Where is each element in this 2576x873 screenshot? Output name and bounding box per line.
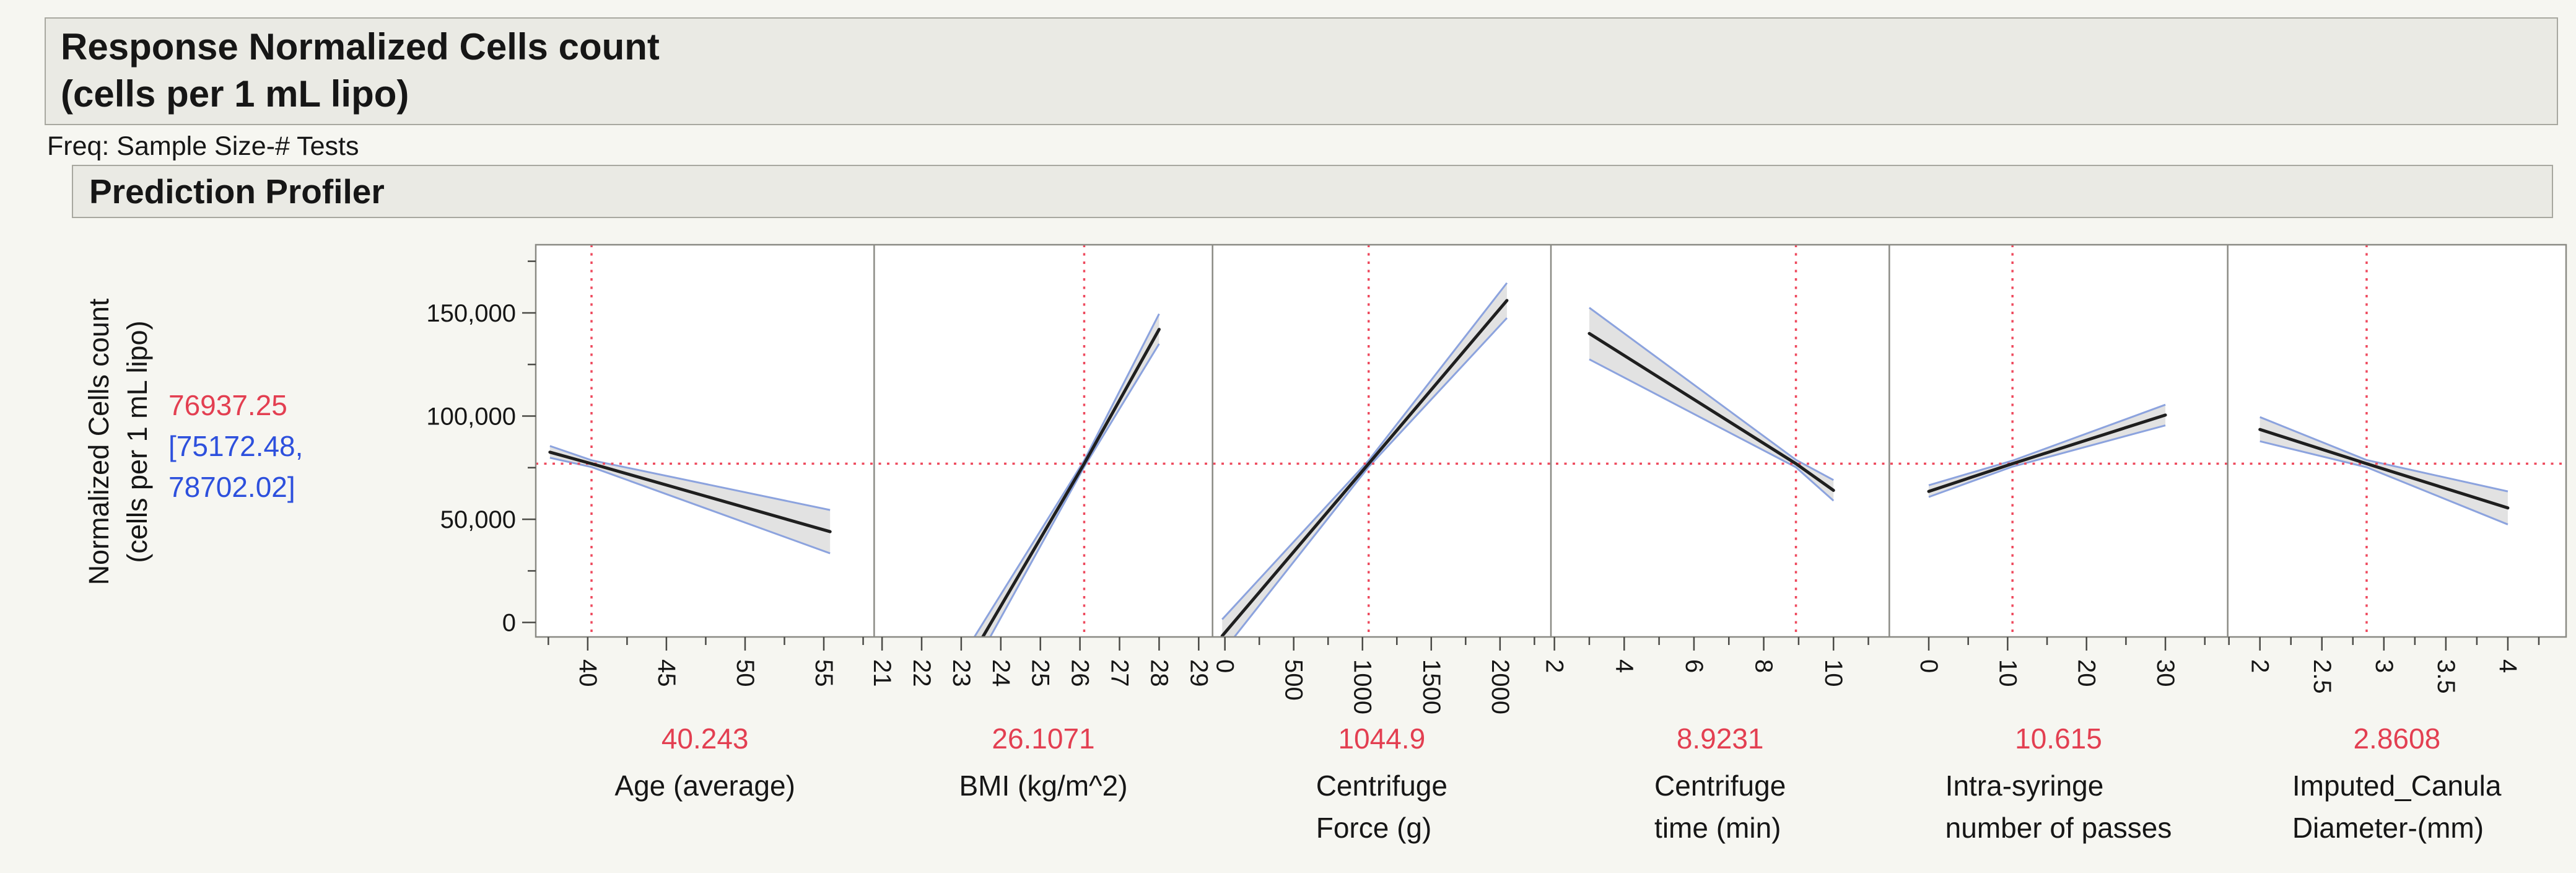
confidence-band-passes — [1928, 403, 2166, 498]
y-tick-label: 100,000 — [426, 403, 516, 431]
factor-name-time: Centrifuge time (min) — [1654, 770, 1786, 844]
confidence-band-fill — [2259, 417, 2508, 525]
x-tick-label: 1500 — [1418, 659, 1445, 714]
confidence-band-fill — [1222, 283, 1507, 637]
x-tick-label: 20 — [2073, 659, 2100, 687]
x-tick-label: 10 — [1820, 659, 1847, 687]
x-tick-label: 6 — [1680, 659, 1708, 673]
prediction-ci-low: [75172.48, — [168, 430, 303, 462]
factor-name-line: Centrifuge — [1654, 770, 1786, 802]
x-tick-label: 45 — [653, 659, 680, 687]
x-tick-label: 8 — [1750, 659, 1778, 673]
x-tick-label: 4 — [2494, 659, 2521, 673]
x-tick-label: 23 — [948, 659, 975, 687]
factor-name-line: Age (average) — [614, 770, 795, 802]
prediction-line-force[interactable] — [1220, 299, 1509, 637]
factor-value-age[interactable]: 40.243 — [661, 722, 749, 755]
factor-name-bmi: BMI (kg/m^2) — [959, 770, 1127, 802]
y-tick-label: 150,000 — [426, 300, 516, 327]
x-tick-label: 22 — [908, 659, 935, 687]
confidence-band-lower-edge — [989, 343, 1160, 637]
prediction-line-bmi[interactable] — [973, 328, 1161, 654]
x-tick-label: 10 — [1994, 659, 2021, 687]
prediction-line-age[interactable] — [548, 450, 832, 533]
factor-name-line: Imputed_Canula — [2292, 770, 2502, 802]
factor-value-passes[interactable]: 10.615 — [2015, 722, 2102, 755]
x-tick-label: 2 — [2246, 659, 2274, 673]
prediction-line-time[interactable] — [1587, 331, 1835, 492]
factor-name-passes: Intra-syringe number of passes — [1945, 770, 2172, 844]
x-tick-label: 24 — [987, 659, 1015, 687]
confidence-band-upper-edge — [1589, 307, 1834, 481]
x-tick-label: 4 — [1610, 659, 1638, 673]
confidence-band-fill — [1929, 405, 2166, 498]
factor-value-bmi[interactable]: 26.1071 — [992, 722, 1094, 755]
factor-name-force: Centrifuge Force (g) — [1316, 770, 1447, 844]
confidence-band-lower-edge — [2259, 440, 2508, 525]
freq-note: Freq: Sample Size-# Tests — [47, 131, 359, 161]
x-tick-label: 3 — [2370, 659, 2398, 673]
factor-name-line: Diameter-(mm) — [2292, 812, 2484, 844]
prediction-profiler-title: Prediction Profiler — [89, 172, 385, 211]
y-tick-label: 0 — [502, 610, 516, 637]
x-tick-label: 25 — [1027, 659, 1054, 687]
factor-name-diameter: Imputed_Canula Diameter-(mm) — [2292, 770, 2502, 844]
factor-name-line: Intra-syringe — [1945, 770, 2104, 802]
confidence-band-fill — [1589, 307, 1834, 501]
factor-name-line: number of passes — [1945, 812, 2172, 844]
confidence-band-upper-edge — [1928, 403, 2166, 486]
factor-name-line: BMI (kg/m^2) — [959, 770, 1127, 802]
confidence-band-upper-edge — [973, 313, 1160, 637]
x-tick-label: 21 — [868, 659, 896, 687]
x-tick-label: 50 — [731, 659, 759, 687]
y-tick-label: 50,000 — [440, 506, 516, 533]
confidence-band-force — [1221, 282, 1508, 637]
x-tick-label: 55 — [810, 659, 837, 687]
confidence-band-bmi — [973, 313, 1160, 637]
confidence-band-upper-edge — [549, 445, 831, 511]
x-tick-label: 0 — [1915, 659, 1942, 673]
x-tick-label: 40 — [574, 659, 601, 687]
confidence-band-diameter — [2259, 416, 2508, 525]
factor-value-force[interactable]: 1044.9 — [1338, 722, 1425, 755]
factor-name-line: Centrifuge — [1316, 770, 1447, 802]
factor-name-line: time (min) — [1654, 812, 1781, 844]
y-axis-title-line2: (cells per 1 mL lipo) — [121, 321, 153, 563]
x-tick-label: 2 — [1541, 659, 1568, 673]
prediction-line-diameter[interactable] — [2258, 428, 2510, 510]
factor-value-time[interactable]: 8.9231 — [1677, 722, 1764, 755]
confidence-band-lower-edge — [1589, 358, 1835, 502]
prediction-ci-high: 78702.02] — [168, 471, 295, 503]
confidence-band-lower-edge — [1928, 424, 2166, 498]
x-tick-label: 500 — [1280, 659, 1308, 701]
x-tick-label: 2.5 — [2308, 659, 2336, 694]
confidence-band-upper-edge — [1221, 282, 1508, 620]
x-tick-label: 3.5 — [2432, 659, 2460, 694]
y-axis-title-line1: Normalized Cells count — [83, 298, 115, 585]
x-tick-label: 26 — [1067, 659, 1094, 687]
response-title-bar: Response Normalized Cells count (cells p… — [45, 17, 2558, 125]
x-tick-label: 0 — [1212, 659, 1239, 673]
prediction-profiler-bar[interactable]: Prediction Profiler — [72, 165, 2553, 218]
x-tick-label: 27 — [1106, 659, 1133, 687]
x-tick-label: 30 — [2152, 659, 2179, 687]
confidence-band-lower-edge — [1233, 317, 1508, 637]
x-tick-label: 2000 — [1487, 659, 1514, 714]
confidence-band-lower-edge — [549, 457, 831, 555]
prediction-line-passes[interactable] — [1927, 413, 2167, 493]
x-tick-label: 1000 — [1349, 659, 1376, 714]
confidence-band-time — [1589, 307, 1835, 502]
x-tick-label: 29 — [1185, 659, 1212, 687]
confidence-band-upper-edge — [2259, 416, 2508, 493]
x-tick-label: 28 — [1145, 659, 1172, 687]
factor-name-line: Force (g) — [1316, 812, 1432, 844]
prediction-value[interactable]: 76937.25 — [168, 389, 287, 421]
factor-name-age: Age (average) — [614, 770, 795, 802]
factor-value-diameter[interactable]: 2.8608 — [2353, 722, 2440, 755]
response-title-line1: Response Normalized Cells count — [61, 26, 660, 68]
response-title-line2: (cells per 1 mL lipo) — [61, 73, 409, 115]
